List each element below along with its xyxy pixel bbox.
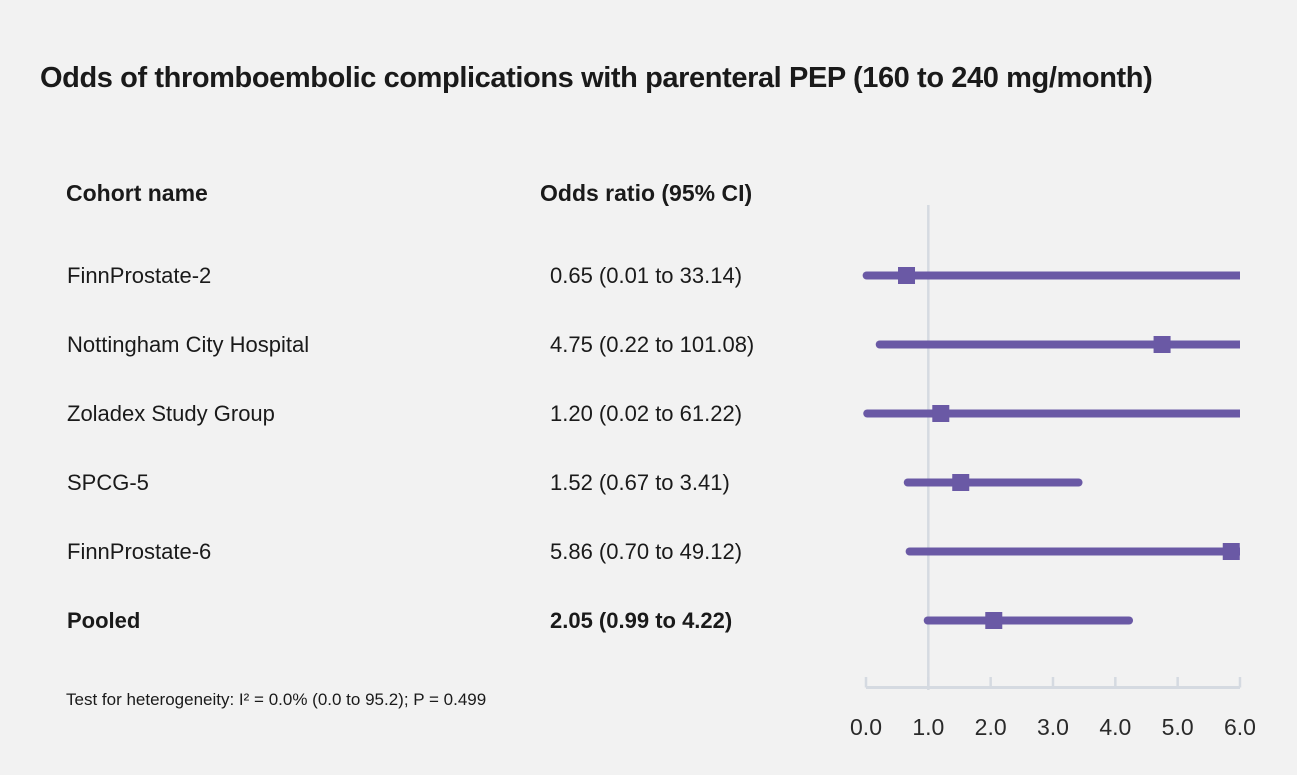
table-row: FinnProstate-6 5.86 (0.70 to 49.12) [0, 517, 850, 586]
odds-ratio-marker [1222, 543, 1240, 560]
cohort-label: Nottingham City Hospital [67, 331, 310, 357]
x-tick-label: 3.0 [1036, 714, 1069, 740]
table-row: Nottingham City Hospital 4.75 (0.22 to 10… [0, 310, 850, 379]
odds-ratio-value: 2.05 (0.99 to 4.22) [550, 607, 733, 633]
odds-ratio-value: 1.20 (0.02 to 61.22) [550, 400, 743, 426]
x-tick-label: 4.0 [1099, 714, 1132, 740]
odds-ratio-marker [932, 405, 950, 422]
cohort-label: Pooled [67, 607, 141, 633]
table-row: SPCG-5 1.52 (0.67 to 3.41) [0, 448, 850, 517]
odds-ratio-marker [898, 267, 916, 284]
odds-ratio-value: 5.86 (0.70 to 49.12) [550, 538, 743, 564]
odds-ratio-marker [1153, 336, 1171, 353]
x-tick-label: 6.0 [1223, 714, 1256, 740]
odds-ratio-marker [985, 612, 1003, 629]
column-header-cohort: Cohort name [66, 180, 208, 206]
cohort-label: FinnProstate-2 [67, 262, 212, 288]
forest-plot-canvas [862, 205, 1242, 690]
x-tick-label: 1.0 [912, 714, 945, 740]
chart-title: Odds of thromboembolic complications wit… [40, 62, 1153, 94]
x-tick-label: 5.0 [1161, 714, 1194, 740]
odds-ratio-value: 1.52 (0.67 to 3.41) [550, 469, 730, 495]
odds-ratio-value: 4.75 (0.22 to 101.08) [550, 331, 755, 357]
column-header-odds-ratio: Odds ratio (95% CI) [540, 180, 753, 206]
odds-ratio-value: 0.65 (0.01 to 33.14) [550, 262, 743, 288]
odds-ratio-marker [952, 474, 970, 491]
x-tick-label: 2.0 [974, 714, 1007, 740]
table-row: Pooled 2.05 (0.99 to 4.22) [0, 586, 850, 655]
cohort-label: FinnProstate-6 [67, 538, 212, 564]
x-tick-label: 0.0 [850, 714, 882, 740]
heterogeneity-note: Test for heterogeneity: I² = 0.0% (0.0 t… [66, 690, 487, 709]
table-row: FinnProstate-2 0.65 (0.01 to 33.14) [0, 241, 850, 310]
cohort-label: SPCG-5 [67, 469, 149, 495]
table-row: Zoladex Study Group 1.20 (0.02 to 61.22) [0, 379, 850, 448]
cohort-label: Zoladex Study Group [67, 400, 275, 426]
